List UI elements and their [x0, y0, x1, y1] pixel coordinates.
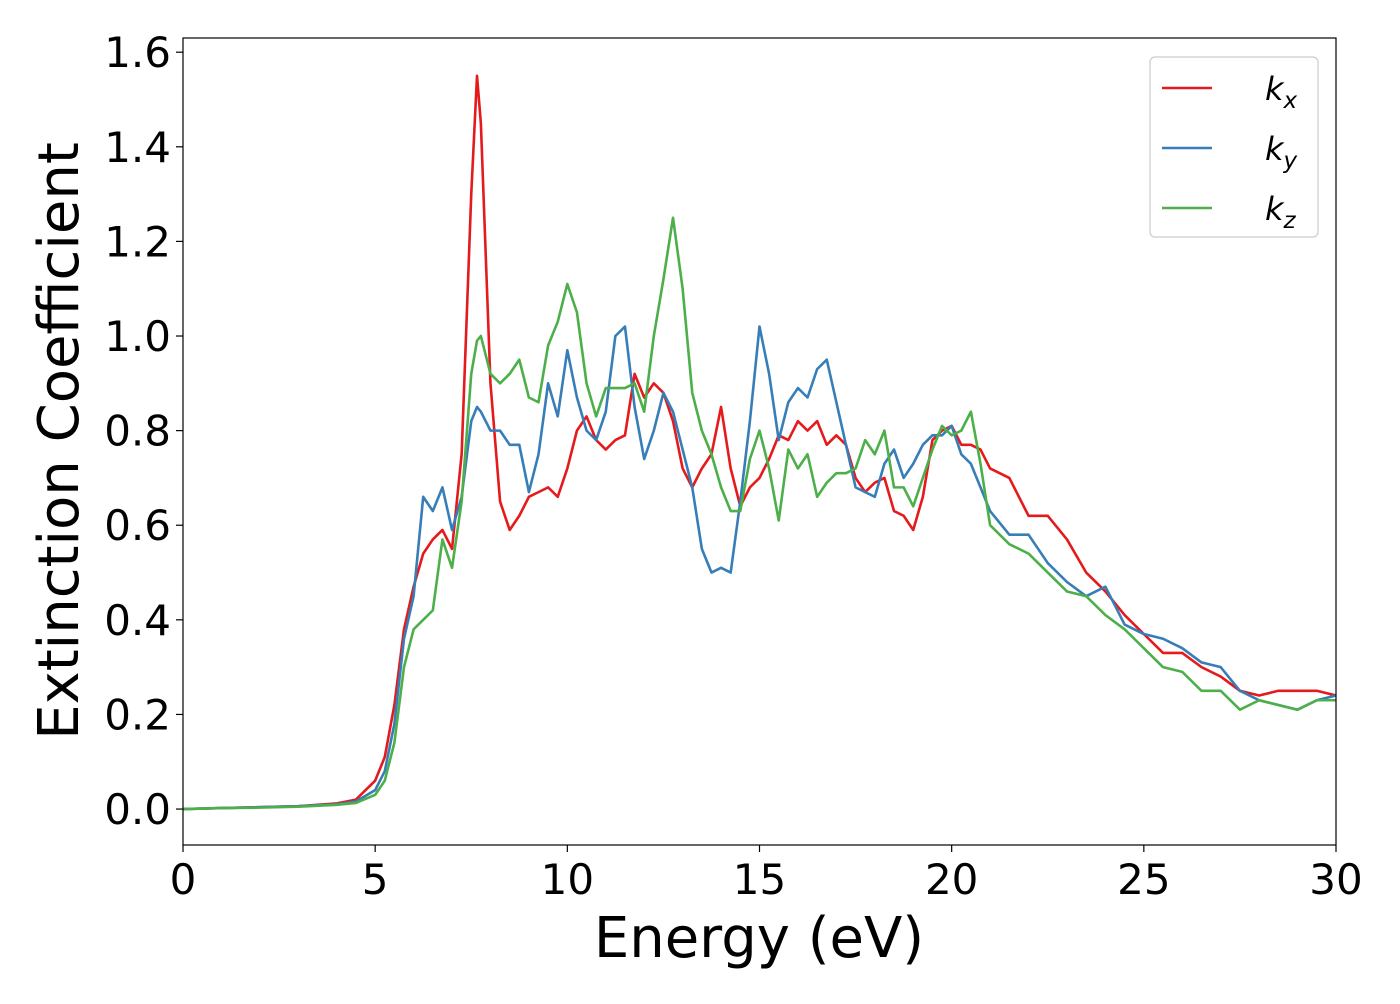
- x-tick-label: 5: [362, 855, 389, 904]
- legend-box: [1149, 56, 1319, 238]
- x-tick-label: 10: [541, 855, 594, 904]
- y-axis-label: Extinction Coefficient: [27, 142, 92, 740]
- legend-label: kx: [1265, 70, 1298, 114]
- y-tick-label: 0.4: [104, 596, 171, 645]
- y-tick-label: 0.2: [104, 690, 171, 739]
- legend-label: kz: [1265, 190, 1297, 234]
- y-tick-label: 1.6: [104, 28, 171, 77]
- x-tick-label: 20: [925, 855, 978, 904]
- series-line: [183, 216, 1336, 811]
- series-line: [183, 325, 1336, 811]
- x-tick-label: 25: [1117, 855, 1170, 904]
- y-tick-label: 0.8: [104, 407, 171, 456]
- y-tick-label: 0.6: [104, 501, 171, 550]
- series-line: [183, 74, 1336, 811]
- x-tick-label: 0: [170, 855, 197, 904]
- y-tick-label: 1.4: [104, 123, 171, 172]
- x-tick-label: 30: [1309, 855, 1362, 904]
- x-axis-label: Energy (eV): [594, 906, 924, 971]
- x-tick-label: 15: [733, 855, 786, 904]
- y-tick-label: 0.0: [104, 785, 171, 834]
- legend-label: ky: [1265, 130, 1298, 174]
- y-tick-label: 1.0: [104, 312, 171, 361]
- y-tick-label: 1.2: [104, 217, 171, 266]
